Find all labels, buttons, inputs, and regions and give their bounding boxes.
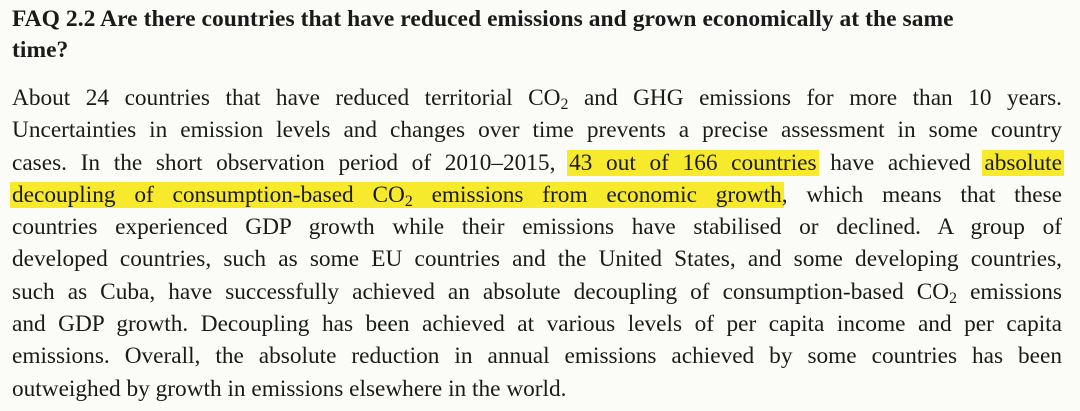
text-run: emissions. Overall, the absolute reducti… (12, 343, 1062, 370)
paragraph-line: Uncertainties in emission levels and cha… (12, 114, 1062, 146)
faq-title-line: time? (12, 37, 69, 63)
paragraph-line: decoupling of consumption-based CO2 emis… (10, 179, 1063, 211)
subscript: 2 (560, 95, 569, 113)
paragraph-line: cases. In the short observation period o… (12, 147, 1064, 179)
paragraph-line: countries experienced GDP growth while t… (12, 211, 1062, 243)
faq-answer-paragraph: About 24 countries that have reduced ter… (10, 82, 1064, 405)
paragraph-line: such as Cuba, have successfully achieved… (12, 276, 1062, 308)
subscript: 2 (404, 192, 413, 210)
highlighted-text: decoupling of consumption-based CO2 emis… (10, 181, 784, 210)
paragraph-line: and GDP growth. Decoupling has been achi… (12, 308, 1062, 340)
text-run: Uncertainties in emission levels and cha… (12, 117, 1062, 144)
text-run: cases. In the short observation period o… (12, 149, 570, 176)
text-run: decoupling of consumption-based CO (12, 181, 405, 208)
highlighted-text: 43 out of 166 countries (567, 149, 819, 176)
paragraph-line: outweighed by growth in emissions elsewh… (12, 373, 1062, 405)
paragraph-line: About 24 countries that have reduced ter… (12, 82, 1062, 114)
text-run: emissions (957, 278, 1062, 305)
faq-title-line: FAQ 2.2 Are there countries that have re… (12, 6, 954, 32)
text-run: such as Cuba, have successfully achieved… (12, 278, 950, 305)
text-run: have achieved (816, 149, 985, 176)
faq-title: FAQ 2.2 Are there countries that have re… (12, 4, 1062, 66)
text-run: emissions from economic growth (412, 181, 782, 208)
paragraph-line: emissions. Overall, the absolute reducti… (12, 340, 1062, 372)
highlighted-text: absolute (982, 149, 1064, 176)
text-run: , which means that these (781, 181, 1063, 208)
paragraph-line: developed countries, such as some EU cou… (12, 243, 1062, 275)
text-run: and GDP growth. Decoupling has been achi… (12, 311, 1062, 338)
text-run: About 24 countries that have reduced ter… (12, 85, 561, 111)
text-run: developed countries, such as some EU cou… (12, 246, 1062, 273)
subscript: 2 (949, 289, 958, 307)
text-run: countries experienced GDP growth while t… (12, 214, 1062, 241)
text-run: outweighed by growth in emissions elsewh… (12, 375, 567, 402)
text-run: and GHG emissions for more than 10 years… (568, 85, 1062, 111)
